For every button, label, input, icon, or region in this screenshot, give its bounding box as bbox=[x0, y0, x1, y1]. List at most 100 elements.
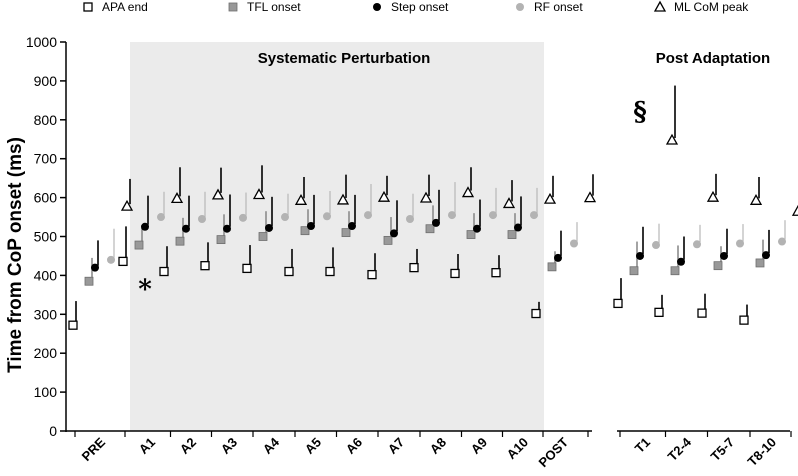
point-ml-com-peak-pre bbox=[120, 199, 134, 211]
point-rf-onset-pre bbox=[107, 255, 115, 264]
x-tick-label-t8-10: T8-10 bbox=[744, 435, 779, 470]
legend-label-ml-com-peak: ML CoM peak bbox=[674, 0, 749, 14]
section-title-post-adaptation: Post Adaptation bbox=[656, 50, 770, 67]
point-step-onset-t8-10 bbox=[762, 251, 770, 260]
point-ml-com-peak-t5-7 bbox=[749, 193, 763, 205]
point-tfl-onset-a2 bbox=[175, 236, 185, 246]
x-tick-label-a9: A9 bbox=[468, 435, 490, 457]
x-tick-label-t1: T1 bbox=[632, 435, 653, 456]
point-tfl-onset-a4 bbox=[258, 232, 268, 241]
point-ml-com-peak-t1 bbox=[665, 133, 679, 145]
point-tfl-onset-t5-7 bbox=[713, 261, 723, 271]
point-tfl-onset-a5 bbox=[300, 226, 310, 236]
point-step-onset-pre bbox=[91, 263, 99, 272]
point-ml-com-peak-a5 bbox=[336, 193, 350, 205]
series-step-onset bbox=[91, 189, 770, 272]
point-tfl-onset-a6 bbox=[341, 228, 351, 238]
point-tfl-onset-pre bbox=[84, 276, 94, 286]
point-apa-end-a3 bbox=[200, 261, 210, 271]
legend-item-tfl-onset: TFL onset bbox=[228, 0, 301, 14]
point-ml-com-peak-a1 bbox=[170, 192, 184, 204]
legend-label-step-onset: Step onset bbox=[391, 0, 449, 14]
open-square-icon bbox=[83, 2, 93, 12]
point-ml-com-peak-a9 bbox=[502, 197, 516, 209]
legend: APA end TFL onset Step onset RF onset ML CoM… bbox=[83, 0, 749, 14]
point-step-onset-t5-7 bbox=[720, 251, 728, 260]
point-step-onset-a6 bbox=[348, 221, 356, 230]
x-tick-label-t5-7: T5-7 bbox=[708, 435, 738, 465]
point-rf-onset-a2 bbox=[198, 214, 206, 223]
point-apa-end-t8-10 bbox=[739, 315, 749, 325]
point-rf-onset-a1 bbox=[157, 213, 165, 222]
point-rf-onset-a5 bbox=[323, 212, 331, 221]
y-axis-title: Time from CoP onset (ms) bbox=[5, 137, 26, 373]
point-step-onset-a7 bbox=[390, 229, 398, 238]
y-tick-label-300: 300 bbox=[34, 306, 58, 322]
point-step-onset-a3 bbox=[223, 224, 231, 233]
y-tick-label-100: 100 bbox=[34, 384, 58, 400]
y-tick-label-900: 900 bbox=[34, 73, 58, 89]
point-apa-end-a8 bbox=[409, 262, 419, 273]
series-ml-com-peak bbox=[120, 85, 798, 216]
open-triangle-icon bbox=[653, 0, 667, 12]
y-tick-label-200: 200 bbox=[34, 345, 58, 361]
section-titles: Systematic Perturbation Post Adaptation bbox=[258, 50, 771, 67]
point-ml-com-peak-post bbox=[583, 191, 597, 203]
x-tick-label-a3: A3 bbox=[218, 435, 240, 457]
legend-item-ml-com-peak: ML CoM peak bbox=[653, 0, 749, 14]
point-rf-onset-t8-10 bbox=[778, 237, 786, 246]
annotation-section-sign: § bbox=[633, 97, 647, 127]
point-tfl-onset-a10 bbox=[507, 230, 517, 239]
point-tfl-onset-t2-4 bbox=[670, 266, 680, 276]
point-rf-onset-a9 bbox=[489, 211, 497, 220]
point-ml-com-peak-t8-10 bbox=[791, 204, 798, 216]
point-step-onset-a5 bbox=[307, 221, 315, 230]
point-rf-onset-a6 bbox=[364, 211, 372, 220]
x-tick-label-a10: A10 bbox=[504, 435, 531, 462]
point-apa-end-t1 bbox=[613, 298, 623, 309]
x-tick-label-pre: PRE bbox=[79, 434, 109, 464]
black-circle-icon bbox=[373, 3, 381, 11]
point-rf-onset-t1 bbox=[652, 241, 660, 250]
point-step-onset-a1 bbox=[141, 222, 149, 231]
point-rf-onset-t2-4 bbox=[693, 240, 701, 249]
point-step-onset-post bbox=[554, 253, 562, 262]
legend-label-rf-onset: RF onset bbox=[534, 0, 583, 14]
point-rf-onset-post bbox=[570, 239, 578, 248]
point-tfl-onset-a1 bbox=[134, 240, 144, 250]
x-tick-label-a8: A8 bbox=[427, 435, 449, 457]
point-step-onset-a8 bbox=[432, 218, 440, 227]
annotations: *§ bbox=[138, 97, 647, 305]
point-apa-end-a1 bbox=[118, 256, 128, 267]
point-step-onset-a2 bbox=[182, 224, 190, 233]
point-apa-end-a7 bbox=[367, 269, 377, 280]
point-apa-end-pre bbox=[68, 320, 78, 330]
point-step-onset-a9 bbox=[473, 224, 481, 233]
point-apa-end-t5-7 bbox=[697, 308, 707, 318]
point-tfl-onset-a3 bbox=[216, 235, 226, 245]
point-step-onset-a4 bbox=[265, 223, 273, 232]
x-tick-label-a1: A1 bbox=[136, 435, 158, 457]
y-axis: 0 100 200 300 400 500 600 700 800 900 1000 bbox=[26, 34, 792, 439]
point-ml-com-peak-t2-4 bbox=[706, 190, 720, 202]
y-tick-label-700: 700 bbox=[34, 151, 58, 167]
point-rf-onset-a10 bbox=[530, 211, 538, 220]
x-tick-label-a5: A5 bbox=[302, 435, 324, 457]
data-marks bbox=[68, 85, 798, 330]
annotation-asterisk: * bbox=[138, 275, 152, 305]
point-step-onset-a10 bbox=[514, 223, 522, 232]
background-layer bbox=[130, 42, 544, 431]
point-apa-end-a2 bbox=[159, 266, 169, 277]
point-rf-onset-a8 bbox=[448, 211, 456, 220]
y-tick-label-400: 400 bbox=[34, 267, 58, 283]
point-tfl-onset-t1 bbox=[629, 266, 639, 276]
point-rf-onset-a4 bbox=[281, 213, 289, 222]
point-rf-onset-a7 bbox=[406, 214, 414, 223]
series-rf-onset bbox=[107, 182, 786, 264]
point-rf-onset-a3 bbox=[239, 213, 247, 222]
section-title-systematic-perturbation: Systematic Perturbation bbox=[258, 50, 431, 67]
point-ml-com-peak-a10 bbox=[543, 192, 557, 204]
point-apa-end-post bbox=[531, 308, 541, 319]
point-step-onset-t1 bbox=[636, 251, 644, 260]
